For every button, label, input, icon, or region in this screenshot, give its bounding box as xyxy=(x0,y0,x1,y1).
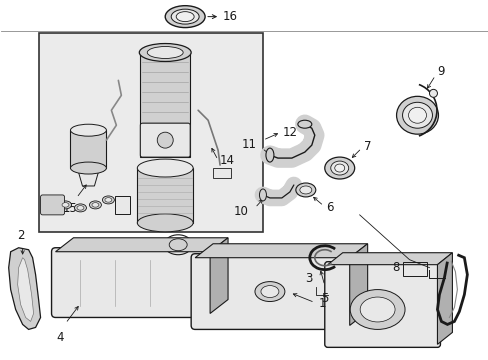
Ellipse shape xyxy=(407,107,426,123)
Text: 11: 11 xyxy=(242,138,256,150)
Bar xyxy=(213,168,230,178)
Ellipse shape xyxy=(360,297,394,322)
Polygon shape xyxy=(437,253,451,345)
Ellipse shape xyxy=(77,206,84,210)
Ellipse shape xyxy=(324,157,354,179)
Text: 10: 10 xyxy=(234,205,248,219)
Text: 7: 7 xyxy=(363,140,370,153)
Text: 16: 16 xyxy=(223,10,238,23)
Ellipse shape xyxy=(165,6,204,28)
Ellipse shape xyxy=(295,183,315,197)
Polygon shape xyxy=(56,238,227,252)
Circle shape xyxy=(157,132,173,148)
Ellipse shape xyxy=(330,161,348,175)
Ellipse shape xyxy=(147,46,183,58)
Ellipse shape xyxy=(62,203,69,207)
Bar xyxy=(70,130,106,168)
Polygon shape xyxy=(78,172,98,186)
Ellipse shape xyxy=(139,44,191,62)
Text: 14: 14 xyxy=(220,154,235,167)
Ellipse shape xyxy=(334,164,344,172)
Text: 9: 9 xyxy=(437,65,444,78)
Ellipse shape xyxy=(297,120,311,128)
Ellipse shape xyxy=(70,124,106,136)
Ellipse shape xyxy=(349,289,404,329)
FancyBboxPatch shape xyxy=(140,123,190,157)
Polygon shape xyxy=(210,238,227,314)
Ellipse shape xyxy=(105,198,112,202)
Bar xyxy=(39,32,263,232)
Ellipse shape xyxy=(137,214,193,232)
Ellipse shape xyxy=(261,285,278,298)
Text: 2: 2 xyxy=(17,229,24,242)
Ellipse shape xyxy=(259,189,266,201)
Text: 13: 13 xyxy=(120,238,135,251)
Ellipse shape xyxy=(74,204,86,212)
Ellipse shape xyxy=(70,162,106,174)
Bar xyxy=(137,168,193,223)
Polygon shape xyxy=(9,248,41,329)
Bar xyxy=(115,196,130,214)
Bar xyxy=(140,53,190,157)
Ellipse shape xyxy=(402,102,431,128)
Ellipse shape xyxy=(176,12,194,22)
Ellipse shape xyxy=(92,203,99,207)
FancyBboxPatch shape xyxy=(51,248,214,318)
Polygon shape xyxy=(349,244,367,325)
Polygon shape xyxy=(18,258,34,321)
Ellipse shape xyxy=(60,201,71,209)
Text: 15: 15 xyxy=(63,202,78,215)
Polygon shape xyxy=(327,253,451,265)
Text: 4: 4 xyxy=(57,332,64,345)
Ellipse shape xyxy=(89,201,101,209)
Ellipse shape xyxy=(102,196,114,204)
Text: 1: 1 xyxy=(318,297,325,310)
Ellipse shape xyxy=(265,148,273,162)
Text: 6: 6 xyxy=(325,201,333,215)
Text: 12: 12 xyxy=(283,126,297,139)
Text: 5: 5 xyxy=(321,292,328,305)
FancyBboxPatch shape xyxy=(191,254,353,329)
Ellipse shape xyxy=(254,282,285,302)
Text: 8: 8 xyxy=(391,261,399,274)
FancyBboxPatch shape xyxy=(41,195,64,215)
Ellipse shape xyxy=(137,159,193,177)
Bar xyxy=(402,262,427,276)
Text: 3: 3 xyxy=(305,271,312,285)
Ellipse shape xyxy=(396,96,438,134)
FancyBboxPatch shape xyxy=(324,262,440,347)
Ellipse shape xyxy=(299,186,311,194)
Circle shape xyxy=(428,89,437,97)
Polygon shape xyxy=(195,244,367,258)
Ellipse shape xyxy=(171,9,199,24)
